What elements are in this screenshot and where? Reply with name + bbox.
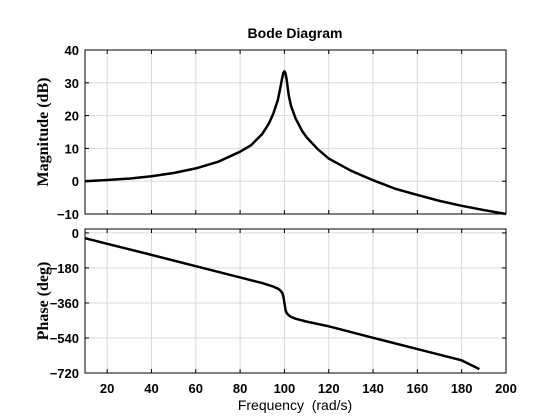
magnitude-axes-frame — [84, 49, 507, 215]
y-tick-label: 0 — [72, 226, 79, 241]
y-tick-label: 40 — [65, 43, 79, 58]
chart-title: Bode Diagram — [248, 25, 343, 41]
y-tick-label: −720 — [50, 366, 79, 381]
x-tick-label: 100 — [274, 381, 296, 396]
y-tick-label: 10 — [65, 141, 79, 156]
x-tick-label: 180 — [451, 381, 473, 396]
y-tick-label: −540 — [50, 331, 79, 346]
x-tick-label: 200 — [495, 381, 517, 396]
phase-curve — [84, 236, 480, 371]
y-tick-label: −180 — [50, 261, 79, 276]
y-tick-label: 0 — [72, 174, 79, 189]
y-tick-label: −360 — [50, 296, 79, 311]
magnitude-plot: −10 0 10 20 30 40 Magnitude (dB) — [35, 43, 507, 222]
x-axis-label: Frequency (rad/s) — [238, 397, 352, 413]
phase-y-axis-label: Phase (deg) — [35, 262, 52, 341]
x-tick-label: 60 — [189, 381, 203, 396]
x-tick-label: 140 — [362, 381, 384, 396]
magnitude-curve — [84, 70, 507, 216]
x-tick-label: 160 — [407, 381, 429, 396]
y-tick-label: 30 — [65, 76, 79, 91]
x-tick-label: 40 — [144, 381, 158, 396]
y-tick-label: −10 — [57, 207, 79, 222]
magnitude-y-axis-label: Magnitude (dB) — [35, 78, 52, 187]
x-tick-label: 80 — [233, 381, 247, 396]
phase-plot: 0 −180 −360 −540 −720 20 40 60 80 100 120 140 160 180… — [35, 226, 517, 396]
phase-axes-frame — [84, 228, 507, 374]
x-tick-label: 120 — [318, 381, 340, 396]
x-tick-label: 20 — [100, 381, 114, 396]
y-tick-label: 20 — [65, 109, 79, 124]
